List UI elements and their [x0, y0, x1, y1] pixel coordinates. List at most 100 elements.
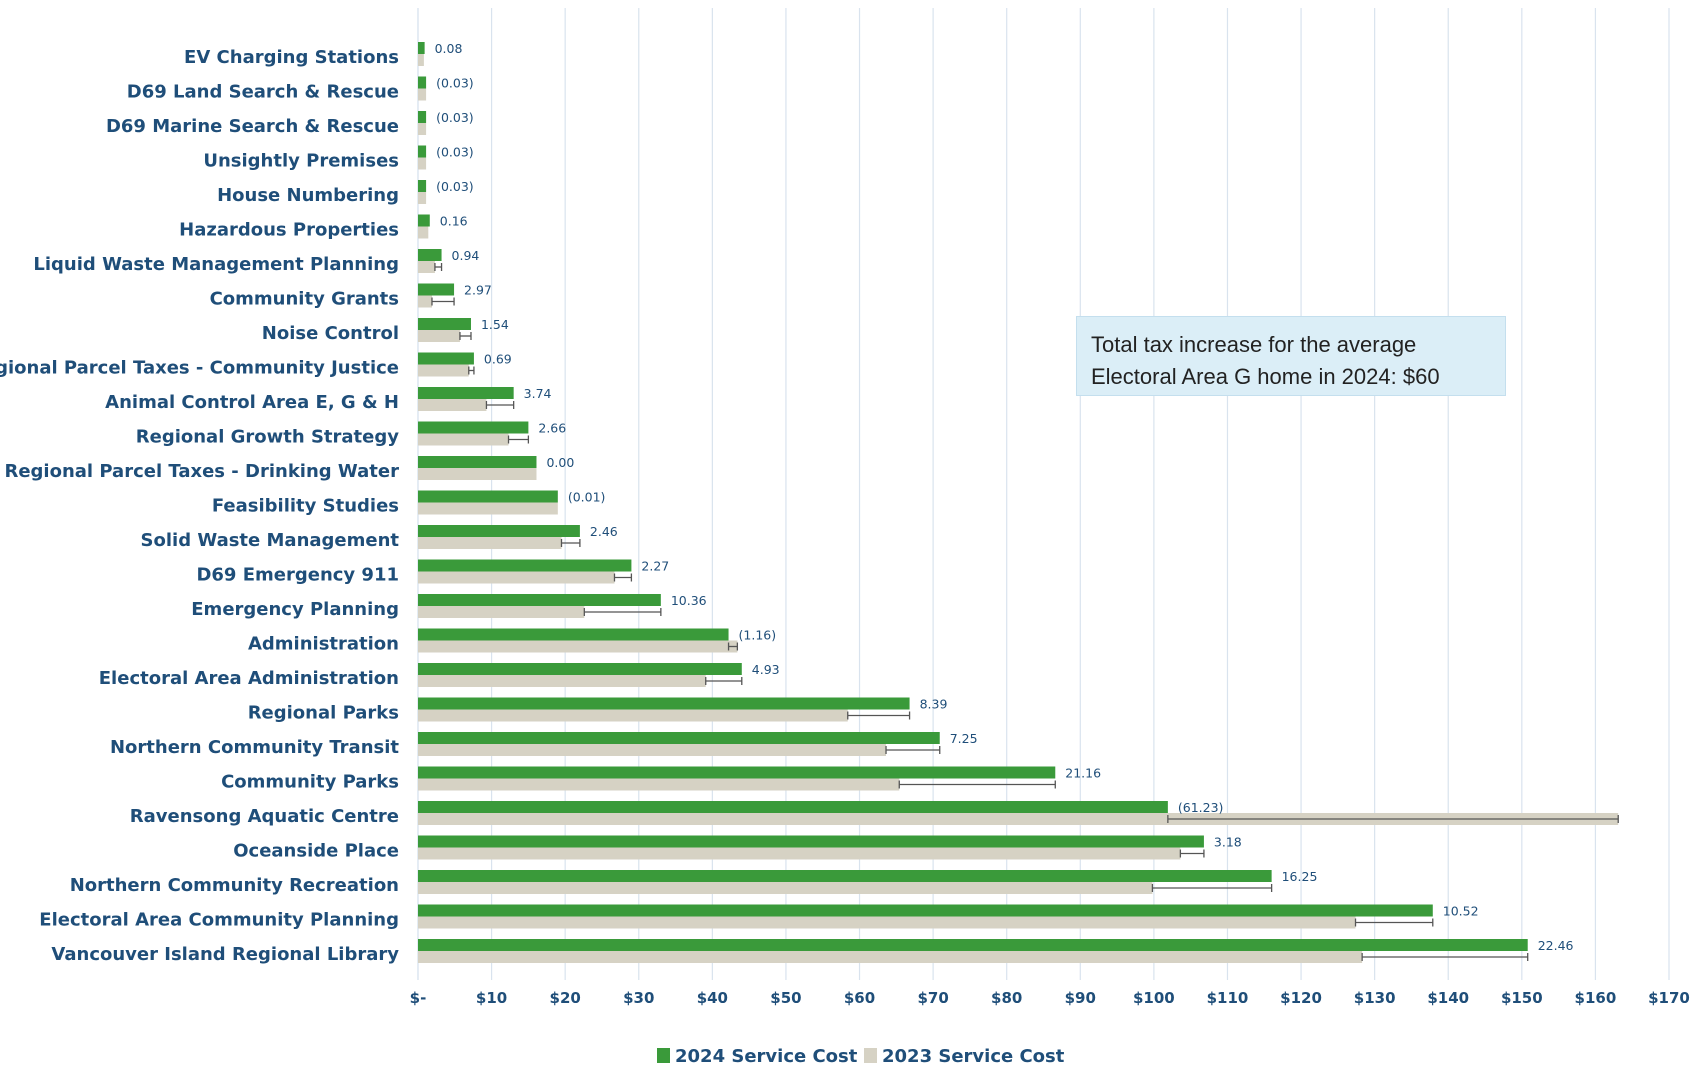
x-tick-label: $80: [991, 989, 1022, 1007]
category-labels: EV Charging Stations D69 Land Search & Re…: [0, 47, 399, 965]
bar-2024: [418, 594, 661, 606]
x-tick-label: $60: [844, 989, 875, 1007]
callout-line-2: Electoral Area G home in 2024: $60: [1091, 364, 1440, 389]
x-tick-label: $50: [770, 989, 801, 1007]
bar-2024: [418, 76, 427, 89]
category-label: Electoral Area Administration: [99, 668, 399, 689]
bar-2024: [418, 387, 514, 399]
bar-2023: [418, 951, 1363, 963]
bar-2023: [418, 295, 432, 308]
x-tick-label: $100: [1133, 989, 1175, 1007]
bar-2023: [418, 813, 1619, 825]
change-label: 1.54: [481, 317, 509, 332]
bar-2023: [418, 226, 429, 239]
bar-2023: [418, 675, 706, 687]
bar-2024: [418, 490, 558, 503]
x-tick-label: $120: [1280, 989, 1322, 1007]
change-label: 7.25: [950, 731, 978, 746]
bar-2023: [418, 330, 460, 342]
bar-2024: [418, 628, 729, 641]
change-label: (0.03): [436, 76, 474, 91]
change-label: 4.93: [752, 662, 780, 677]
bar-2024: [418, 42, 425, 54]
legend-swatch-2024: [657, 1048, 670, 1063]
category-label: Administration: [248, 634, 399, 655]
change-label: 21.16: [1065, 766, 1101, 781]
category-label: Community Grants: [210, 289, 399, 310]
bar-2023: [418, 778, 900, 791]
change-label: (0.01): [568, 490, 606, 505]
bar-2024: [418, 214, 430, 227]
change-label: 2.27: [641, 559, 669, 574]
category-label: Animal Control Area E, G & H: [105, 392, 399, 413]
bar-2024: [418, 421, 529, 434]
bar-2024: [418, 904, 1433, 917]
change-label: (0.03): [436, 145, 474, 160]
bar-2024: [418, 249, 442, 261]
change-label: 2.97: [464, 283, 492, 298]
change-label: (61.23): [1178, 800, 1224, 815]
change-label: 0.94: [452, 248, 480, 263]
change-label: 2.66: [538, 421, 566, 436]
change-label: 0.16: [440, 214, 468, 229]
category-label: Electoral Area Community Planning: [39, 910, 399, 931]
category-label: Northern Community Recreation: [70, 875, 399, 896]
category-label: EV Charging Stations: [184, 47, 399, 68]
x-tick-label: $70: [917, 989, 948, 1007]
change-label: (0.03): [436, 179, 474, 194]
category-label: Liquid Waste Management Planning: [33, 254, 399, 275]
bar-2024: [418, 111, 427, 123]
category-label: Community Parks: [221, 772, 399, 793]
bar-2024: [418, 559, 632, 572]
x-tick-label: $90: [1065, 989, 1096, 1007]
legend: 2024 Service Cost 2023 Service Cost: [657, 1046, 1065, 1067]
x-tick-label: $40: [697, 989, 728, 1007]
change-label: (1.16): [739, 628, 777, 643]
category-label: Regional Parks: [248, 703, 399, 724]
change-label: 0.69: [484, 352, 512, 367]
tax-increase-callout: Total tax increase for the average Elect…: [1076, 316, 1506, 396]
legend-label-2024: 2024 Service Cost: [675, 1046, 858, 1067]
bar-2023: [418, 502, 558, 515]
bar-2024: [418, 732, 940, 744]
bar-2023: [418, 537, 562, 549]
bar-2023: [418, 399, 487, 411]
x-tick-label: $160: [1575, 989, 1617, 1007]
bar-2023: [418, 468, 537, 480]
category-label: Oceanside Place: [233, 841, 399, 862]
x-tick-label: $150: [1501, 989, 1543, 1007]
category-label: Unsightly Premises: [203, 151, 399, 172]
change-label: 8.39: [920, 697, 948, 712]
bar-2024: [418, 870, 1272, 882]
bar-2023: [418, 192, 427, 204]
category-label: Ravensong Aquatic Centre: [130, 806, 399, 827]
change-label: 10.52: [1443, 904, 1479, 919]
bar-2024: [418, 352, 474, 365]
x-tick-label: $-: [410, 989, 427, 1007]
bar-2024: [418, 697, 910, 710]
legend-swatch-2023: [864, 1048, 877, 1063]
bar-2023: [418, 433, 509, 446]
bar-2024: [418, 180, 427, 192]
x-axis-ticks: $- $10 $20 $30 $40 $50 $60 $70 $80 $90 $100 $110 $12…: [410, 989, 1690, 1007]
category-label: Noise Control: [262, 323, 399, 344]
x-tick-label: $30: [623, 989, 654, 1007]
bar-2023: [418, 571, 615, 584]
data-labels: 0.08 (0.03) (0.03) (0.03) (0.03) 0.16 0.94 2.97…: [435, 41, 1574, 953]
change-label: 3.74: [524, 386, 552, 401]
bar-2024: [418, 801, 1168, 813]
category-label: Solid Waste Management: [141, 530, 400, 551]
change-label: 3.18: [1214, 835, 1242, 850]
bar-2023: [418, 157, 427, 170]
category-label: Regional Parcel Taxes - Community Justic…: [0, 358, 399, 379]
x-tick-label: $10: [476, 989, 507, 1007]
category-label: D69 Marine Search & Rescue: [106, 116, 399, 137]
x-tick-label: $110: [1207, 989, 1249, 1007]
bar-2023: [418, 640, 738, 653]
category-label: Emergency Planning: [191, 599, 399, 620]
bar-2023: [418, 88, 427, 101]
bar-2023: [418, 744, 887, 756]
bar-2023: [418, 882, 1153, 894]
bar-2024: [418, 318, 471, 330]
